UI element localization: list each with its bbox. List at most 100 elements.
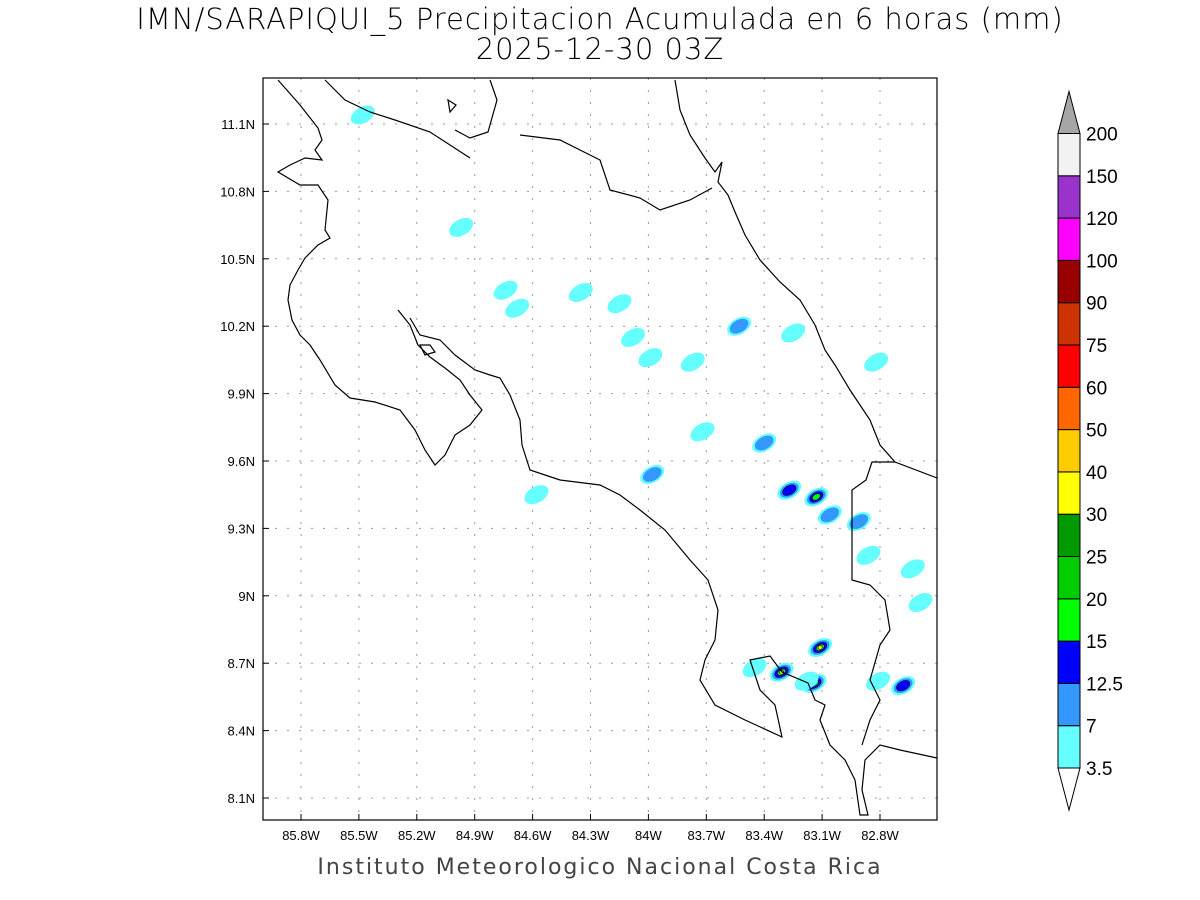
lon-tick-label: 83.1W	[803, 828, 841, 843]
lon-tick-label: 82.8W	[861, 828, 899, 843]
precip-contour-3.5	[908, 593, 933, 613]
precip-cell	[638, 348, 663, 368]
colorbar: 3.5 7 12.5 15 20 25 30 40 50 60 75 90 100 120 150 200	[1057, 89, 1123, 812]
precip-cell	[808, 637, 833, 657]
lat-tick-label: 10.2N	[220, 319, 255, 334]
precip-cell	[742, 658, 767, 678]
precip-contour-12.5	[896, 680, 911, 692]
colorbar-swatch	[1057, 429, 1081, 473]
colorbar-label: 100	[1086, 251, 1118, 272]
precip-cell	[817, 505, 842, 525]
lon-tick-label: 83.7W	[688, 828, 726, 843]
coastlines-borders	[276, 79, 937, 816]
colorbar-label: 12.5	[1086, 674, 1123, 695]
colorbar-swatch	[1057, 217, 1081, 261]
colorbar-swatch	[1057, 640, 1081, 684]
precip-contour-3.5	[864, 352, 889, 372]
lat-tick-label: 9.9N	[228, 387, 255, 402]
lon-tick-label: 83.4W	[745, 828, 783, 843]
precip-contour-3.5	[794, 671, 819, 691]
precip-contour-30	[817, 645, 823, 650]
colorbar-swatch	[1057, 259, 1081, 304]
precip-cell	[727, 316, 752, 336]
precip-cell	[607, 294, 632, 314]
precip-contour-3.5	[742, 658, 767, 678]
precip-cell	[505, 298, 530, 318]
precip-cell	[777, 480, 802, 500]
lat-tick-label: 8.1N	[228, 791, 255, 806]
colorbar-above-triangle	[1057, 89, 1081, 134]
precip-cell	[493, 280, 518, 300]
nicoya-inlet	[419, 98, 457, 356]
lon-tick-label: 84.3W	[572, 828, 610, 843]
precip-cell	[846, 512, 871, 532]
map-frame	[262, 77, 938, 821]
precip-contour-3.5	[680, 352, 705, 372]
precip-cell	[680, 352, 705, 372]
panama-border	[851, 461, 895, 746]
lat-tick-label: 10.5N	[220, 252, 255, 267]
lat-tick-label: 8.7N	[228, 656, 255, 671]
colorbar-label: 200	[1086, 125, 1118, 146]
colorbar-swatch	[1057, 133, 1081, 177]
precip-contour-3.5	[350, 105, 375, 125]
colorbar-label: 15	[1086, 632, 1107, 653]
colorbar-label: 150	[1086, 167, 1118, 188]
precip-cell	[640, 464, 665, 484]
precip-contour-3.5	[449, 217, 474, 237]
lat-tick-label: 9.6N	[228, 454, 255, 469]
map-subtitle: 2025-12-30 03Z	[475, 32, 725, 66]
precip-contour-7	[820, 507, 840, 523]
footer-credit: Instituto Meteorologico Nacional Costa R…	[317, 855, 883, 880]
precip-cell	[891, 676, 916, 696]
colorbar-swatch	[1057, 175, 1081, 219]
colorbar-swatch	[1057, 598, 1081, 642]
costa-rica-outline	[276, 79, 937, 816]
caribbean-coast	[674, 79, 937, 479]
map-title: IMN/SARAPIQUI_5 Precipitacion Acumulada …	[136, 2, 1064, 36]
nicaragua-coast	[324, 79, 713, 211]
precip-cell	[866, 671, 891, 691]
precip-cell	[781, 323, 806, 343]
precip-cell	[856, 545, 881, 565]
colorbar-label: 90	[1086, 294, 1107, 315]
colorbar-label: 30	[1086, 505, 1107, 526]
precip-contour-3.5	[524, 485, 549, 505]
precip-cell	[690, 422, 715, 442]
lat-tick-label: 10.8N	[220, 184, 255, 199]
lat-tick-label: 8.4N	[228, 724, 255, 739]
precip-contour-12.5	[782, 484, 797, 496]
precip-contour-3.5	[690, 422, 715, 442]
colorbar-swatch	[1057, 513, 1081, 558]
precip-contour-7	[754, 435, 774, 451]
precip-cell	[568, 283, 593, 302]
precip-cell	[524, 485, 549, 505]
precip-contour-7	[729, 318, 749, 334]
colorbar-swatch	[1057, 386, 1081, 431]
precip-contour-3.5	[607, 294, 632, 314]
precip-contour-3.5	[621, 327, 645, 347]
precip-cell	[804, 487, 829, 507]
lat-tick-label: 9N	[238, 589, 255, 604]
precip-cell	[449, 217, 474, 237]
lat-tick-label: 11.1N	[221, 117, 255, 132]
precip-cell	[752, 433, 777, 453]
colorbar-swatch	[1057, 344, 1081, 388]
colorbar-label: 75	[1086, 336, 1107, 357]
precip-contour-3.5	[493, 280, 518, 300]
lon-tick-label: 85.5W	[340, 828, 378, 843]
colorbar-swatch	[1057, 556, 1081, 600]
precip-cell	[621, 327, 645, 347]
lon-tick-label: 84.9W	[456, 828, 494, 843]
colorbar-label: 60	[1086, 378, 1107, 399]
colorbar-swatch	[1057, 682, 1081, 727]
precip-contour-3.5	[568, 283, 593, 302]
colorbar-label: 3.5	[1086, 759, 1112, 780]
precip-cell	[864, 352, 889, 372]
graticule	[263, 78, 937, 820]
precipitation-field	[350, 105, 933, 696]
precip-contour-3.5	[856, 545, 881, 565]
precip-contour-3.5	[638, 348, 663, 368]
